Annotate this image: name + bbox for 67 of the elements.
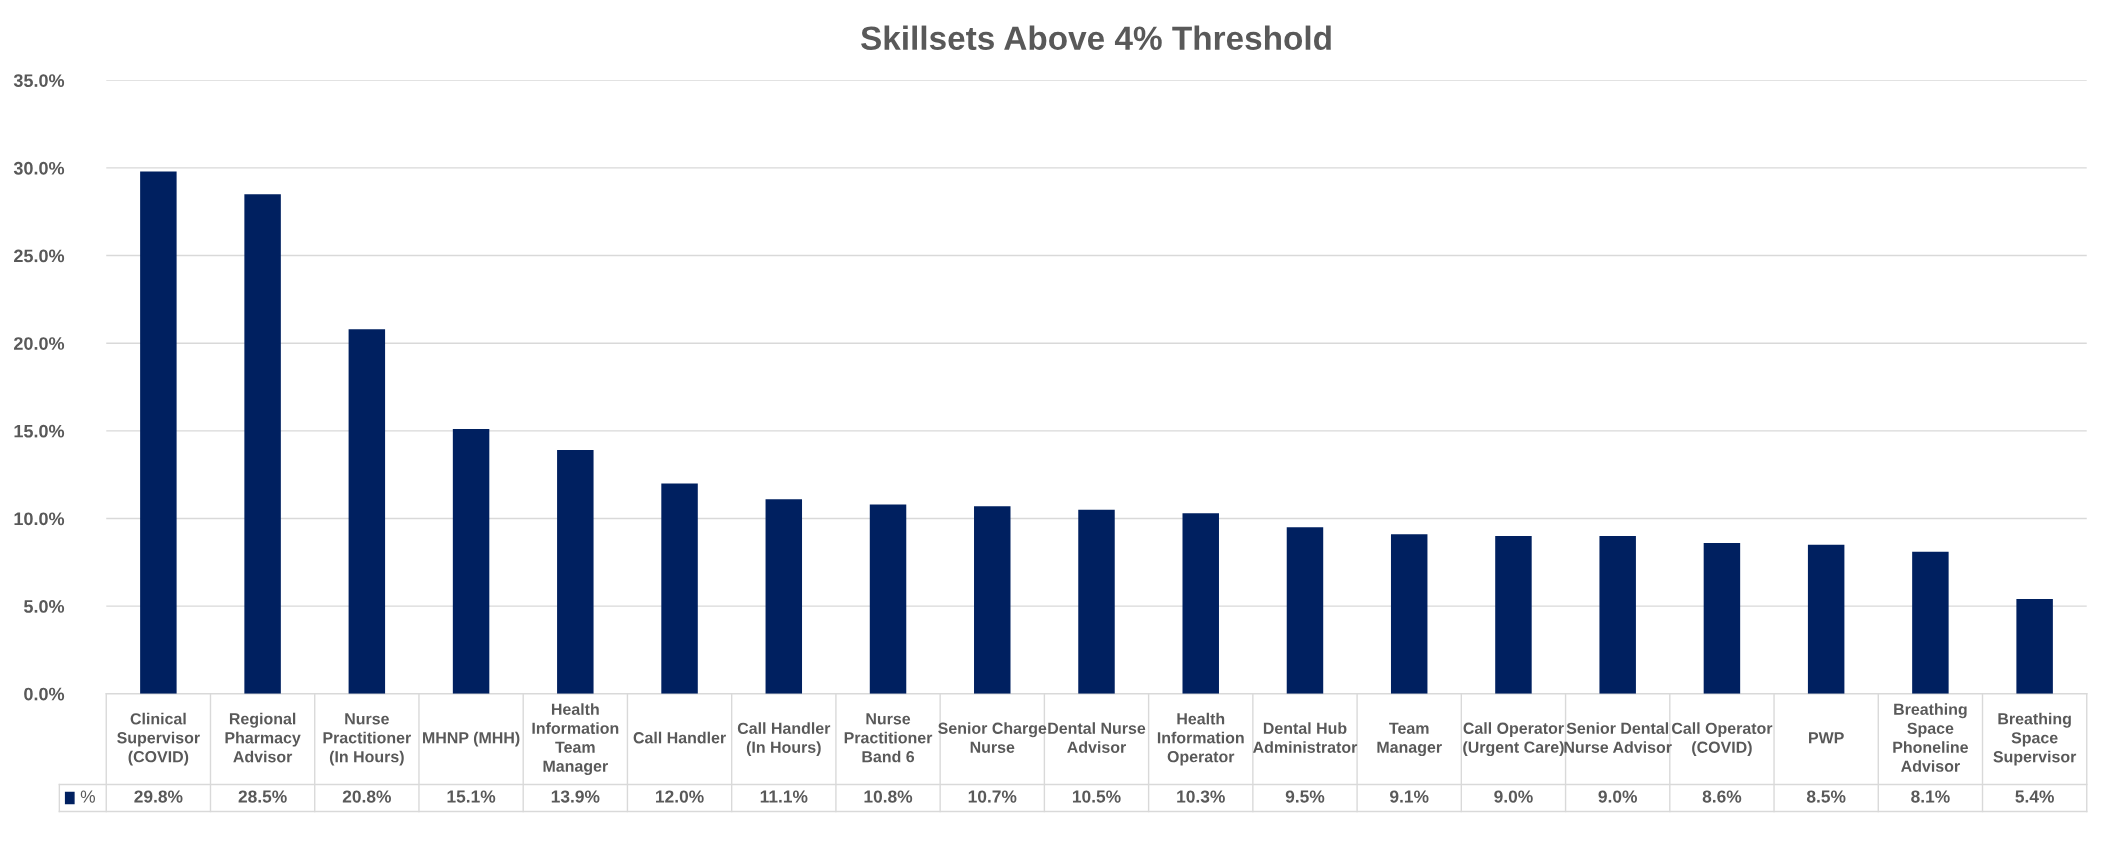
bar <box>1078 509 1115 694</box>
y-tick-label: 0.0% <box>24 687 65 701</box>
data-label: 9.0% <box>1494 790 1533 803</box>
x-tick-label: MHNP (MHH) <box>423 731 520 747</box>
y-tick-label: 20.0% <box>14 337 65 350</box>
y-tick-label: 15.0% <box>14 424 65 438</box>
bar <box>1807 544 1845 694</box>
x-tick-label: Breathing Space Phoneline Advisor <box>1893 703 1969 772</box>
bar <box>1390 534 1428 694</box>
data-label: 10.7% <box>968 790 1017 803</box>
x-tick-label: Team Manager <box>1377 722 1442 757</box>
data-label: 12.0% <box>656 790 704 803</box>
data-label: 10.8% <box>864 790 913 803</box>
y-tick-label: 25.0% <box>14 249 65 263</box>
data-label: 29.8% <box>134 790 183 803</box>
data-label: 28.5% <box>238 790 287 803</box>
bar <box>869 504 907 694</box>
x-tick-label: Senior Dental Nurse Advisor <box>1564 722 1672 753</box>
data-label: 8.6% <box>1702 790 1742 803</box>
x-tick-label: Call Operator (Urgent Care) <box>1463 722 1564 757</box>
y-tick-label: 30.0% <box>13 161 65 175</box>
data-label: 13.9% <box>551 790 600 803</box>
bar <box>1599 536 1636 694</box>
y-tick-label: 5.0% <box>23 600 65 613</box>
x-tick-label: Call Handler (In Hours) <box>737 722 831 757</box>
bar <box>244 194 281 694</box>
data-label: 10.3% <box>1177 790 1225 803</box>
data-label: 5.4% <box>2015 790 2054 803</box>
chart-title: Skillsets Above 4% Threshold <box>860 25 1331 51</box>
data-label: 20.8% <box>342 790 391 803</box>
x-tick-label: Health Information Operator <box>1157 712 1244 766</box>
x-tick-label: Nurse Practitioner Band 6 <box>844 713 933 763</box>
x-tick-label: Regional Pharmacy Advisor <box>225 712 301 763</box>
x-tick-label: Clinical Supervisor (COVID) <box>117 712 200 766</box>
data-label: 8.1% <box>1911 790 1950 803</box>
bar <box>1286 527 1324 694</box>
y-tick-label: 35.0% <box>13 74 65 88</box>
bar <box>2016 599 2053 694</box>
data-label: 9.0% <box>1598 790 1638 803</box>
data-label: 8.5% <box>1806 790 1846 803</box>
data-label: 10.5% <box>1072 790 1121 803</box>
x-tick-label: Call Operator (COVID) <box>1671 722 1773 757</box>
x-tick-label: Breathing Space Supervisor <box>1993 712 2077 766</box>
bar <box>557 450 594 694</box>
bar <box>765 499 803 694</box>
bar <box>1703 543 1741 694</box>
data-label: 9.5% <box>1285 790 1325 803</box>
bar <box>348 329 386 694</box>
x-tick-label: Call Handler <box>633 731 726 744</box>
x-tick-label: PWP <box>1809 732 1844 744</box>
x-tick-label: Health Information Team Manager <box>532 703 619 776</box>
bar <box>1495 536 1532 694</box>
data-label: 9.1% <box>1390 790 1429 803</box>
bar <box>974 506 1011 694</box>
y-tick-label: 10.0% <box>14 512 65 526</box>
x-tick-label: Dental Nurse Advisor <box>1048 722 1146 753</box>
data-label: 11.1% <box>760 790 808 803</box>
x-tick-label: Senior Charge Nurse <box>938 722 1047 753</box>
data-label: 15.1% <box>447 790 496 803</box>
bar <box>452 429 490 694</box>
bar <box>140 171 177 694</box>
bar <box>661 483 698 694</box>
bar <box>1912 551 1949 694</box>
bar <box>1182 513 1219 694</box>
x-tick-label: Nurse Practitioner (In Hours) <box>323 713 411 766</box>
x-tick-label: Dental Hub Administrator <box>1253 722 1358 753</box>
legend-label: % <box>80 790 96 803</box>
